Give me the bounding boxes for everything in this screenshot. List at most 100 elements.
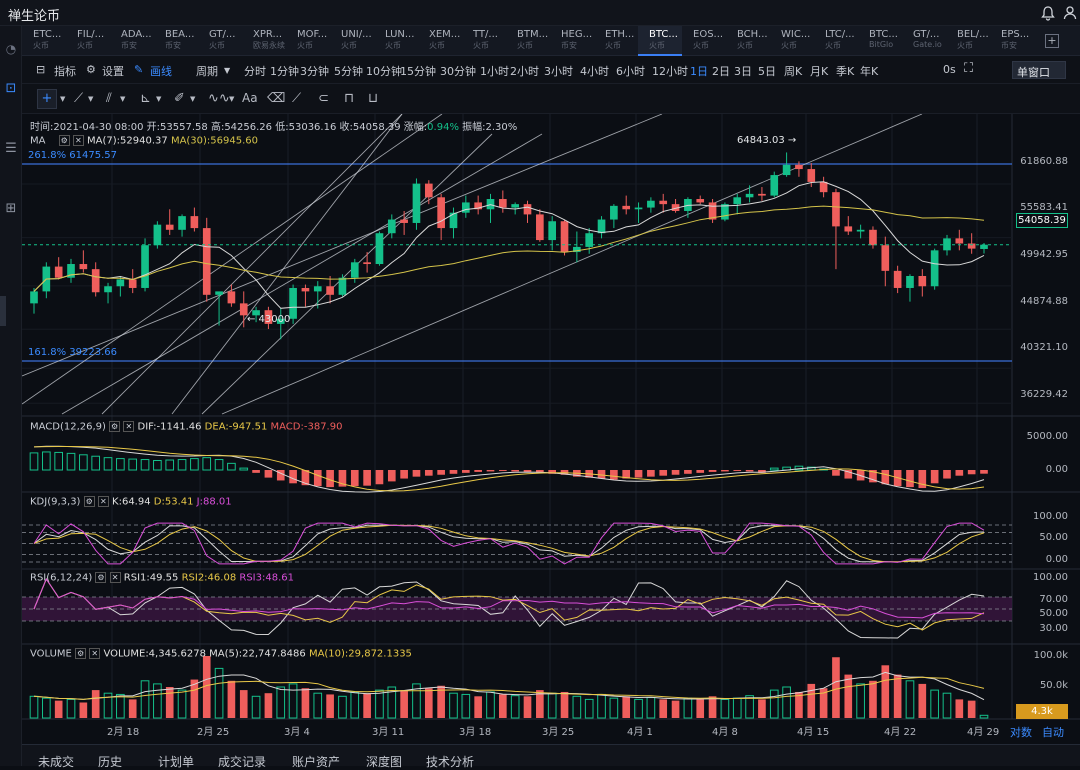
settings-button[interactable]: 设置 [102,65,124,78]
period-option[interactable]: 15分钟 [400,65,436,78]
chart-area[interactable]: 时间:2021-04-30 08:00 开:53557.58 高:54256.2… [22,114,1080,744]
bottom-tab[interactable]: 历史 [98,755,123,769]
indicator-icon[interactable]: ⊟ [36,63,46,76]
bottom-tab[interactable]: 深度图 [366,755,403,769]
period-option[interactable]: 周K [784,65,803,78]
chevron-down-icon[interactable]: ▼ [120,95,126,103]
symbol-tab[interactable]: XEM... 火币 [418,26,462,56]
period-option[interactable]: 3日 [734,65,752,78]
close-icon[interactable]: ✕ [72,135,84,146]
list-icon[interactable]: ☰ [5,141,17,156]
chevron-down-icon[interactable]: ▼ [88,95,94,103]
symbol-tab[interactable]: BTC... BitGlo [858,26,902,56]
period-option[interactable]: 6小时 [616,65,645,78]
chevron-down-icon[interactable]: ▼ [190,95,196,103]
period-option[interactable]: 12小时 [652,65,688,78]
chevron-down-icon[interactable]: ▼ [60,95,66,103]
symbol-tab[interactable]: MOF... 火币 [286,26,330,56]
bottom-tab[interactable]: 成交记录 [218,755,267,769]
wave-tool-icon[interactable]: ∿∿ [208,91,230,106]
trade-icon[interactable]: ⊡ [5,81,17,96]
close-icon[interactable]: ✕ [109,572,121,583]
pencil-tool-icon[interactable]: ✐ [174,91,185,106]
symbol-tab[interactable]: BEA... 币安 [154,26,198,56]
symbol-tab[interactable]: GT/... Gate.io [902,26,946,56]
bottom-tab[interactable]: 未成交 [38,755,75,769]
symbol-tab[interactable]: BTC... 火币 [638,26,682,56]
user-icon[interactable] [1062,4,1078,20]
symbol-tab[interactable]: ETC... 火币 [22,26,66,56]
candle-body [461,202,470,213]
settings-icon[interactable]: ⚙ [83,496,95,507]
period-option[interactable]: 年K [860,65,879,78]
period-option[interactable]: 季K [836,65,855,78]
symbol-tab[interactable]: TT/... 火币 [462,26,506,56]
symbol-tab[interactable]: GT/... 火币 [198,26,242,56]
period-option[interactable]: 月K [810,65,829,78]
bottom-tab[interactable]: 技术分析 [426,755,475,769]
symbol-tab[interactable]: ETH... 火币 [594,26,638,56]
channel-tool-icon[interactable]: ⫽ [106,91,112,106]
period-label[interactable]: 周期 [196,65,218,78]
period-option[interactable]: 10分钟 [366,65,402,78]
period-option[interactable]: 5日 [758,65,776,78]
period-option[interactable]: 2日 [712,65,730,78]
close-icon[interactable]: ✕ [89,648,101,659]
symbol-tab[interactable]: BEL/... 火币 [946,26,990,56]
trash-icon[interactable]: ⊔ [368,91,379,106]
indicator-button[interactable]: 指标 [54,65,76,78]
period-option[interactable]: 3小时 [544,65,573,78]
symbol-tab[interactable]: FIL/... 火币 [66,26,110,56]
chevron-down-icon[interactable]: ▼ [224,66,231,75]
window-select[interactable]: 单窗口 [1012,61,1066,79]
chevron-down-icon[interactable]: ▼ [156,95,162,103]
bottom-tab[interactable]: 账户资产 [292,755,341,769]
text-tool-icon[interactable]: Aa [242,91,258,105]
period-option[interactable]: 1小时 [480,65,509,78]
symbol-tab[interactable]: UNI/... 火币 [330,26,374,56]
chevron-down-icon[interactable]: ▼ [229,95,235,103]
angle-tool-icon[interactable]: ⊾ [140,91,151,106]
symbol-tab[interactable]: BTM... 火币 [506,26,550,56]
period-option[interactable]: 2小时 [510,65,539,78]
period-option[interactable]: 3分钟 [300,65,329,78]
settings-icon[interactable]: ⚙ [109,421,121,432]
brush-icon[interactable]: ⟋ [292,91,302,106]
symbol-tab[interactable]: EOS... 火币 [682,26,726,56]
crosshair-icon[interactable]: + [37,89,57,109]
settings-icon[interactable]: ⚙ [58,135,70,146]
log-scale-button[interactable]: 对数 [1010,726,1032,739]
symbol-tab[interactable]: BCH... 火币 [726,26,770,56]
gear-icon[interactable]: ⚙ [86,63,96,76]
symbol-tab[interactable]: LTC/... 火币 [814,26,858,56]
auto-scale-button[interactable]: 自动 [1042,726,1064,739]
period-option[interactable]: 30分钟 [440,65,476,78]
period-option[interactable]: 分时 [244,65,266,78]
collapse-handle[interactable] [0,296,6,326]
symbol-tab[interactable]: HEG... 币安 [550,26,594,56]
symbol-tab[interactable]: LUN... 火币 [374,26,418,56]
fullscreen-icon[interactable]: ⛶ [964,61,974,76]
bottom-tab[interactable]: 计划单 [158,755,195,769]
settings-icon[interactable]: ⚙ [95,572,107,583]
symbol-tab[interactable]: WIC... 火币 [770,26,814,56]
lock-icon[interactable]: ⊓ [344,91,355,106]
period-option[interactable]: 1分钟 [270,65,299,78]
period-option[interactable]: 4小时 [580,65,609,78]
line-tool-icon[interactable]: ⟋ [74,91,84,106]
period-option[interactable]: 1日 [690,65,708,78]
settings-icon[interactable]: ⚙ [75,648,87,659]
close-icon[interactable]: ✕ [97,496,109,507]
close-icon[interactable]: ✕ [123,421,135,432]
eraser-icon[interactable]: ⌫ [267,91,286,106]
bell-icon[interactable] [1040,5,1056,21]
pen-icon[interactable]: ✎ [134,63,144,76]
symbol-tab[interactable]: EPS... 币安 [990,26,1034,56]
rights-icon[interactable]: ⊞ [5,201,17,216]
magnet-icon[interactable]: ⊂ [318,91,329,106]
draw-button[interactable]: 画线 [150,65,172,78]
period-option[interactable]: 5分钟 [334,65,363,78]
symbol-tab[interactable]: XPR... 欧易永续 [242,26,286,56]
symbol-tab[interactable]: ADA... 币安 [110,26,154,56]
add-tab-button[interactable]: + [1045,34,1059,48]
